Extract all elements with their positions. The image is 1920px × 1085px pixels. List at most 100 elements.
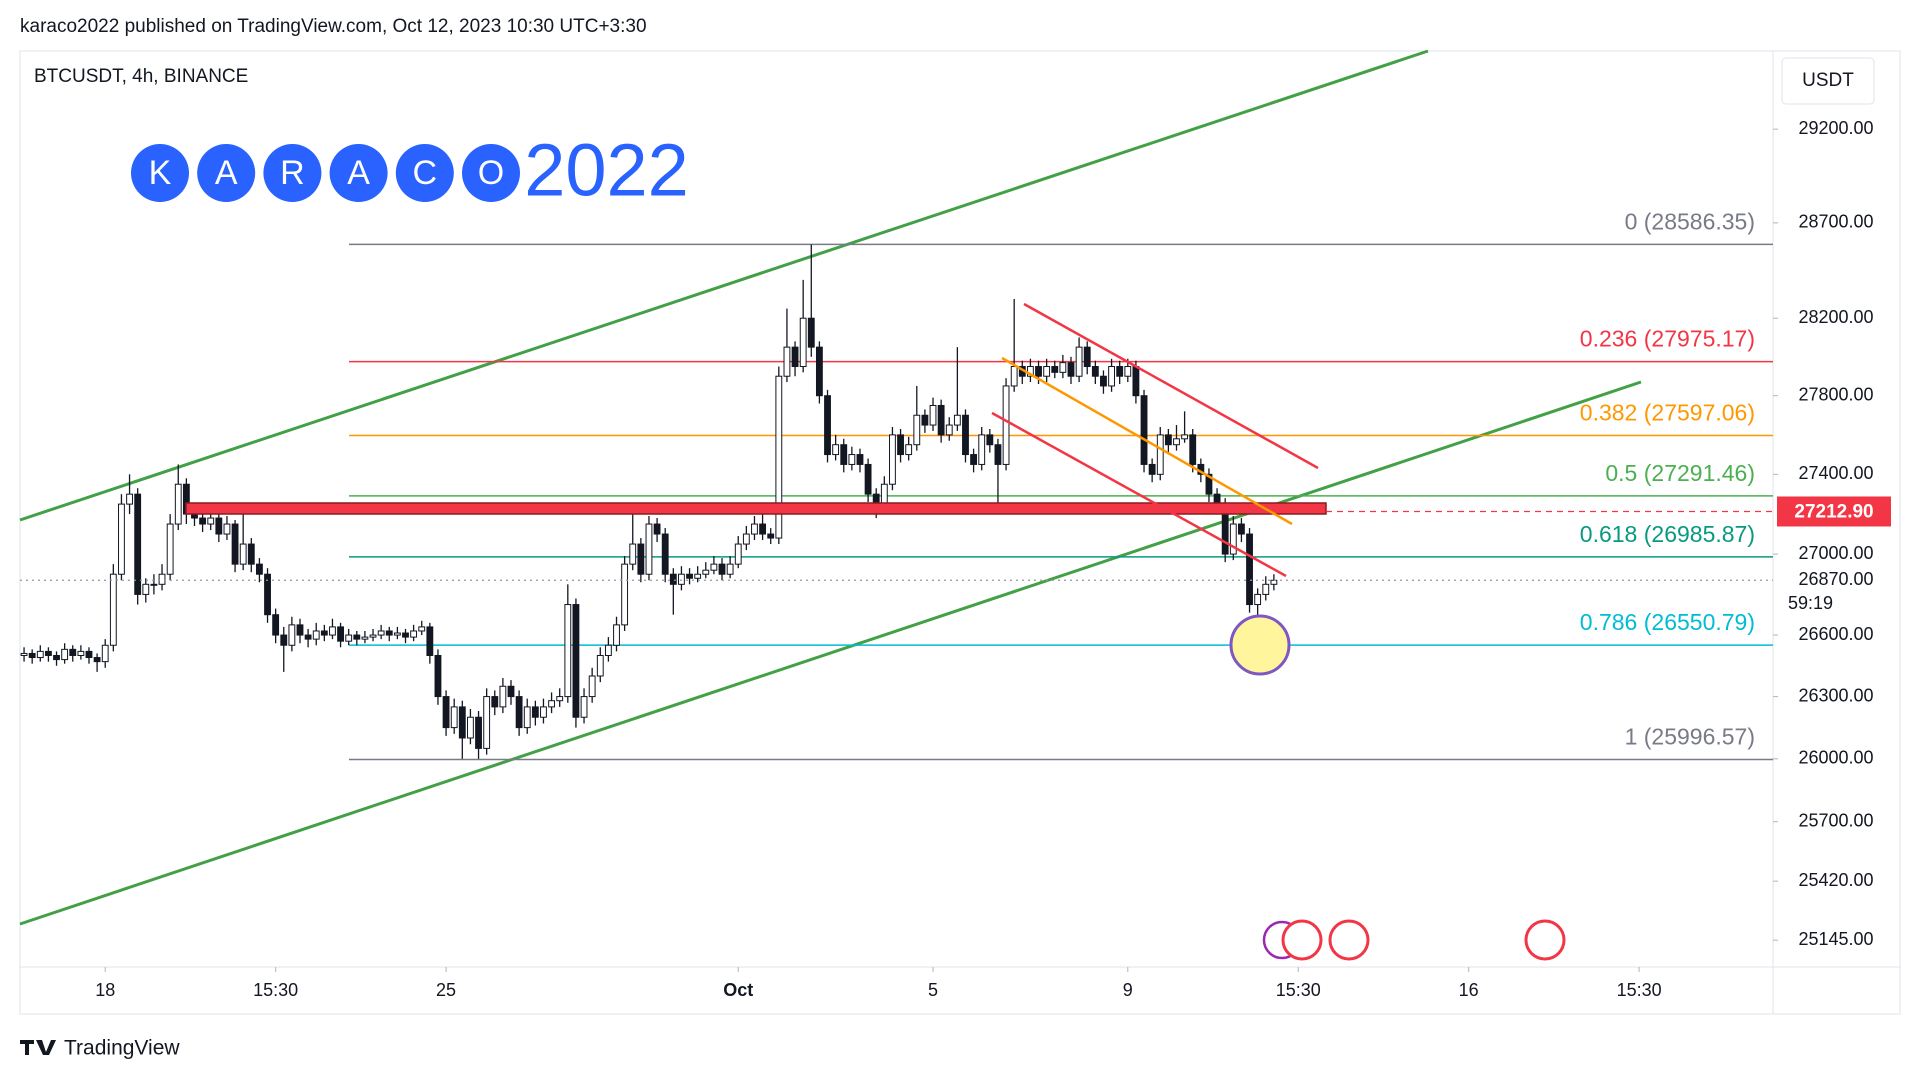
logo-suffix: 2022	[524, 129, 689, 212]
countdown: 59:19	[1788, 593, 1833, 613]
candle-body	[199, 517, 207, 525]
candle-body	[402, 632, 409, 638]
x-tick-label: 16	[1459, 980, 1479, 1000]
tv-logo-mark	[20, 1040, 56, 1055]
candle-body	[296, 624, 304, 636]
candle-body	[353, 634, 361, 640]
candle-body	[540, 706, 547, 718]
candle-body	[1043, 366, 1051, 377]
candle-body	[945, 424, 953, 436]
x-tick-label: 15:30	[1617, 980, 1662, 1000]
candle-body	[1091, 366, 1099, 377]
y-tick-label: 28700.00	[1798, 212, 1873, 232]
candle-body	[109, 573, 117, 646]
candle-body	[905, 444, 913, 456]
candle-body	[815, 346, 823, 397]
candle-body	[718, 563, 726, 575]
candle-body	[953, 414, 961, 426]
candle-body	[44, 650, 52, 656]
candle-body	[580, 696, 588, 718]
logo-letter: A	[215, 154, 238, 192]
target-circle	[1229, 614, 1291, 676]
candle-body	[1173, 438, 1180, 446]
candle-body	[491, 696, 499, 708]
currency-label: USDT	[1802, 70, 1854, 91]
candle-body	[937, 404, 945, 436]
x-tick-label: 9	[1123, 980, 1133, 1000]
candle-body	[613, 624, 620, 646]
candle-body	[61, 648, 69, 661]
resistance-zone	[185, 502, 1327, 515]
candle-body	[807, 317, 815, 348]
logo: K A R A C O 2022	[131, 129, 689, 212]
candle-body	[418, 626, 426, 632]
candle-body	[118, 503, 125, 575]
x-tick-label: 15:30	[1276, 980, 1321, 1000]
candle-body	[1156, 434, 1164, 475]
candle-body	[962, 414, 969, 456]
published-note: karaco2022 published on TradingView.com,…	[20, 16, 647, 37]
currency-box	[1781, 57, 1875, 105]
candle-body	[442, 696, 450, 729]
candle-body	[361, 636, 369, 640]
candle-body	[1083, 346, 1091, 368]
candle-body	[1164, 434, 1172, 446]
candle-body	[759, 523, 767, 535]
candle-body	[832, 444, 840, 456]
candle-body	[1075, 346, 1083, 377]
candle-body	[767, 533, 775, 539]
candle-body	[1116, 366, 1124, 377]
candle-body	[337, 626, 344, 642]
candle-body	[223, 523, 231, 535]
candle-body	[629, 543, 637, 565]
candle-body	[483, 696, 491, 749]
candle-body	[1270, 579, 1278, 585]
candle-body	[742, 533, 750, 545]
candle-body	[848, 454, 856, 465]
candle-body	[134, 493, 142, 595]
candle-body	[255, 563, 263, 575]
candle-body	[889, 434, 896, 485]
candle-body	[726, 563, 734, 575]
candle-body	[929, 404, 937, 426]
candle-body	[913, 414, 921, 446]
channel-lower	[19, 380, 1642, 926]
candle-body	[304, 634, 312, 640]
candle-body	[596, 654, 604, 677]
candle-body	[970, 454, 978, 465]
event-icon	[1524, 919, 1566, 961]
candle-body	[36, 650, 44, 659]
candle-body	[385, 630, 393, 636]
candle-body	[458, 706, 466, 739]
candle-body	[653, 523, 661, 535]
candle-body	[1148, 463, 1156, 475]
candle-body	[377, 630, 385, 636]
fib-levels: 0 (28586.35) 0.236 (27975.17) 0.382 (27597…	[349, 208, 1773, 761]
logo-circle	[263, 144, 322, 202]
candle-body	[645, 523, 653, 575]
candle-body	[694, 573, 702, 579]
candle-body	[824, 395, 831, 456]
event-icons	[1262, 919, 1566, 961]
candle-body	[1237, 523, 1245, 535]
candle-body	[661, 533, 669, 575]
x-tick-label: 5	[928, 980, 938, 1000]
candle-body	[126, 493, 133, 505]
candle-body	[686, 573, 693, 579]
price-tag-box	[1777, 496, 1891, 527]
falling-channel-lower	[991, 411, 1287, 578]
candle-body	[231, 523, 239, 565]
price-tag-label: 27212.90	[1794, 502, 1873, 523]
price-tag-box	[1777, 566, 1891, 617]
candle-body	[410, 630, 418, 638]
fib-label: 0.786 (26550.79)	[1580, 609, 1755, 635]
candle-body	[1132, 366, 1140, 397]
candle-body	[572, 604, 580, 718]
candle-body	[523, 706, 531, 729]
y-tick-label: 25145.00	[1798, 929, 1873, 949]
footer-brand: TradingView	[64, 1037, 180, 1060]
candle-body	[1262, 583, 1270, 595]
fib-label: 0.382 (27597.06)	[1580, 400, 1755, 426]
candle-body	[53, 654, 60, 661]
